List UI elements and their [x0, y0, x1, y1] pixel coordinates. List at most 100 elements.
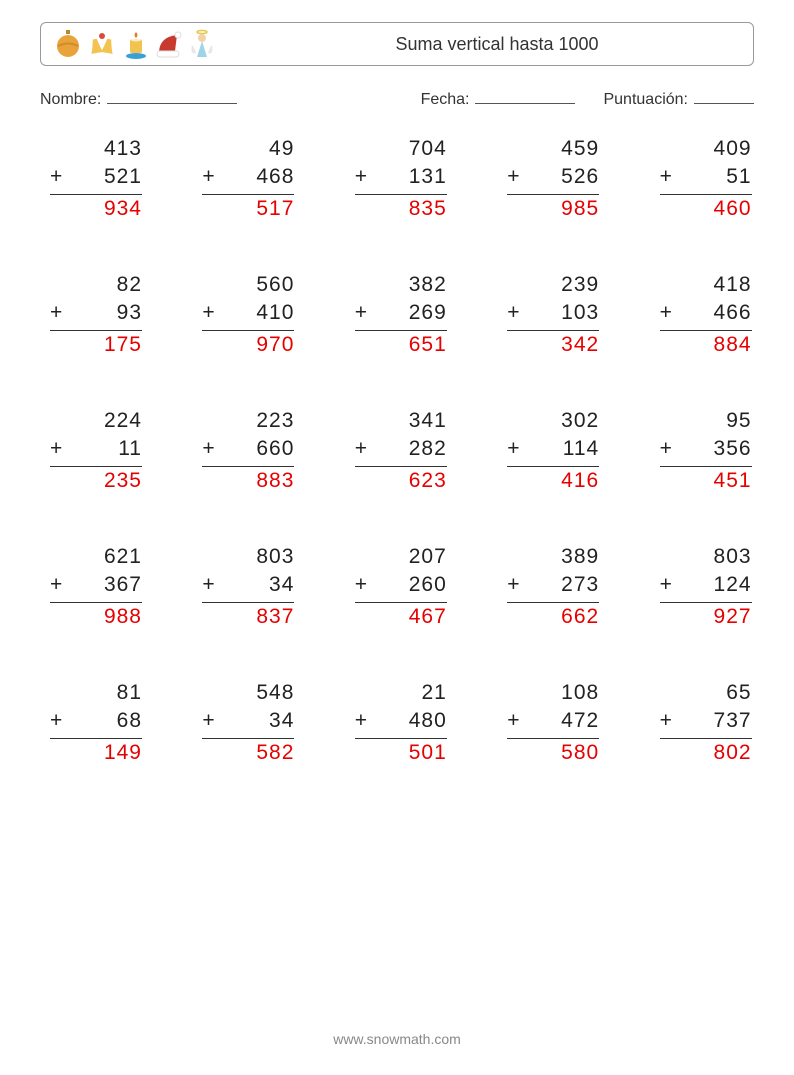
addend-a: 341 — [355, 407, 447, 435]
addend-b-row: +34 — [202, 571, 294, 602]
name-blank — [107, 88, 237, 104]
problem: 704+131835 — [355, 135, 447, 223]
addend-b: 51 — [673, 163, 752, 191]
addend-a: 803 — [660, 543, 752, 571]
answer: 988 — [50, 603, 142, 631]
addend-b: 273 — [520, 571, 599, 599]
answer: 651 — [355, 331, 447, 359]
addend-a: 560 — [202, 271, 294, 299]
addend-a: 223 — [202, 407, 294, 435]
operator: + — [660, 571, 673, 599]
bells-icon — [87, 29, 117, 59]
problem: 548+34582 — [202, 679, 294, 767]
header-icon-row — [55, 29, 215, 59]
answer: 501 — [355, 739, 447, 767]
addend-a: 21 — [355, 679, 447, 707]
operator: + — [202, 707, 215, 735]
problem: 803+34837 — [202, 543, 294, 631]
operator: + — [202, 571, 215, 599]
addend-b: 282 — [368, 435, 447, 463]
addend-b-row: +468 — [202, 163, 294, 194]
answer: 582 — [202, 739, 294, 767]
addend-b: 660 — [216, 435, 295, 463]
addend-b-row: +93 — [50, 299, 142, 330]
worksheet-title: Suma vertical hasta 1000 — [215, 34, 739, 55]
answer: 517 — [202, 195, 294, 223]
addend-b-row: +526 — [507, 163, 599, 194]
addend-a: 803 — [202, 543, 294, 571]
addend-a: 82 — [50, 271, 142, 299]
problem: 21+480501 — [355, 679, 447, 767]
candle-icon — [123, 29, 149, 59]
operator: + — [50, 163, 63, 191]
operator: + — [660, 299, 673, 327]
footer-url: www.snowmath.com — [0, 1031, 794, 1047]
operator: + — [660, 435, 673, 463]
answer: 623 — [355, 467, 447, 495]
problem: 302+114416 — [507, 407, 599, 495]
addend-b-row: +103 — [507, 299, 599, 330]
operator: + — [50, 299, 63, 327]
addend-b: 367 — [63, 571, 142, 599]
operator: + — [202, 163, 215, 191]
addend-b: 468 — [216, 163, 295, 191]
problem: 341+282623 — [355, 407, 447, 495]
addend-a: 108 — [507, 679, 599, 707]
answer: 802 — [660, 739, 752, 767]
operator: + — [660, 707, 673, 735]
answer: 416 — [507, 467, 599, 495]
addend-b-row: +11 — [50, 435, 142, 466]
addend-b: 356 — [673, 435, 752, 463]
addend-a: 704 — [355, 135, 447, 163]
answer: 175 — [50, 331, 142, 359]
addend-a: 389 — [507, 543, 599, 571]
answer: 934 — [50, 195, 142, 223]
addend-b: 526 — [520, 163, 599, 191]
answer: 580 — [507, 739, 599, 767]
problem: 621+367988 — [50, 543, 142, 631]
addend-b: 103 — [520, 299, 599, 327]
operator: + — [507, 299, 520, 327]
addend-a: 81 — [50, 679, 142, 707]
problem: 108+472580 — [507, 679, 599, 767]
addend-b-row: +466 — [660, 299, 752, 330]
problem: 207+260467 — [355, 543, 447, 631]
problem: 239+103342 — [507, 271, 599, 359]
addend-b: 472 — [520, 707, 599, 735]
answer: 235 — [50, 467, 142, 495]
operator: + — [507, 707, 520, 735]
operator: + — [202, 435, 215, 463]
addend-b-row: +660 — [202, 435, 294, 466]
date-blank — [475, 88, 575, 104]
answer: 884 — [660, 331, 752, 359]
addend-b-row: +410 — [202, 299, 294, 330]
addend-b-row: +114 — [507, 435, 599, 466]
date-label: Fecha: — [421, 91, 470, 109]
answer: 460 — [660, 195, 752, 223]
addend-b-row: +68 — [50, 707, 142, 738]
addend-b-row: +131 — [355, 163, 447, 194]
problem: 49+468517 — [202, 135, 294, 223]
answer: 883 — [202, 467, 294, 495]
addend-b: 269 — [368, 299, 447, 327]
addend-a: 459 — [507, 135, 599, 163]
worksheet-header: Suma vertical hasta 1000 — [40, 22, 754, 66]
addend-b: 466 — [673, 299, 752, 327]
answer: 451 — [660, 467, 752, 495]
addend-b-row: +480 — [355, 707, 447, 738]
addend-a: 224 — [50, 407, 142, 435]
angel-icon — [189, 29, 215, 59]
problem: 223+660883 — [202, 407, 294, 495]
operator: + — [507, 571, 520, 599]
addend-b-row: +472 — [507, 707, 599, 738]
addend-b: 11 — [63, 435, 142, 463]
addend-b: 114 — [520, 435, 599, 463]
addend-b-row: +269 — [355, 299, 447, 330]
addend-b: 124 — [673, 571, 752, 599]
ornament-icon — [55, 29, 81, 59]
score-label: Puntuación: — [603, 91, 688, 109]
addend-b-row: +521 — [50, 163, 142, 194]
addend-a: 418 — [660, 271, 752, 299]
addend-a: 409 — [660, 135, 752, 163]
santa-hat-icon — [155, 29, 183, 59]
